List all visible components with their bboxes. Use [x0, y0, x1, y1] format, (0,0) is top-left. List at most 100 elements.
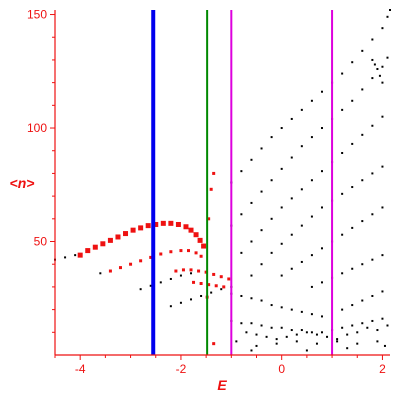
red-point — [169, 250, 173, 254]
red-point — [149, 255, 153, 259]
y-axis-label: <n> — [10, 175, 35, 191]
black-point — [280, 127, 283, 130]
black-point — [341, 192, 344, 195]
black-point — [245, 331, 248, 334]
black-point — [210, 291, 213, 294]
black-point — [235, 340, 238, 343]
black-point — [240, 322, 243, 325]
black-point — [336, 338, 339, 341]
black-point — [275, 338, 278, 341]
red-point — [227, 277, 231, 281]
red-point — [129, 262, 133, 266]
red-point — [85, 248, 91, 254]
black-point — [326, 335, 329, 338]
black-point — [351, 61, 354, 64]
black-point — [389, 9, 391, 11]
black-point — [310, 331, 313, 334]
black-point — [373, 63, 376, 66]
black-point — [280, 167, 283, 170]
black-point — [320, 281, 323, 284]
x-tick-label: -4 — [75, 362, 86, 376]
black-point — [190, 298, 193, 301]
black-point — [371, 213, 374, 216]
red-point — [192, 280, 196, 284]
red-point — [212, 272, 216, 276]
black-point — [290, 233, 293, 236]
black-point — [139, 288, 142, 291]
black-point — [300, 145, 303, 148]
black-point — [240, 213, 243, 216]
black-point — [169, 277, 172, 280]
black-point — [159, 281, 162, 284]
black-point — [341, 326, 344, 329]
black-point — [270, 136, 273, 139]
black-point — [295, 340, 298, 343]
black-point — [386, 56, 389, 59]
black-point — [295, 333, 298, 336]
black-point — [371, 38, 374, 41]
black-point — [255, 333, 258, 336]
red-point — [219, 275, 223, 279]
black-point — [250, 349, 253, 352]
red-point — [194, 251, 198, 255]
red-point — [199, 282, 203, 286]
red-point — [209, 187, 213, 191]
black-point — [250, 201, 253, 204]
black-point — [346, 347, 349, 350]
black-point — [240, 294, 243, 297]
red-point — [77, 252, 83, 258]
black-point — [240, 251, 243, 254]
black-point — [371, 294, 374, 297]
red-point — [159, 252, 163, 256]
black-point — [220, 288, 223, 291]
black-point — [361, 220, 364, 223]
black-point — [361, 133, 364, 136]
red-point — [201, 243, 207, 249]
red-point — [186, 249, 190, 253]
black-point — [179, 301, 182, 304]
black-point — [376, 68, 379, 71]
black-point — [64, 256, 67, 259]
black-point — [300, 108, 303, 111]
red-point — [197, 237, 203, 243]
black-point — [99, 272, 102, 275]
black-point — [270, 304, 273, 307]
black-point — [250, 274, 253, 277]
black-point — [381, 65, 384, 68]
black-point — [371, 258, 374, 261]
black-point — [356, 342, 359, 345]
red-point — [222, 285, 226, 289]
x-tick-label: 2 — [379, 362, 386, 376]
black-point — [320, 90, 323, 93]
black-point — [290, 308, 293, 311]
black-point — [381, 317, 384, 320]
red-point — [130, 227, 136, 233]
black-point — [300, 310, 303, 313]
black-point — [270, 179, 273, 182]
black-point — [371, 77, 374, 80]
black-point — [270, 217, 273, 220]
red-point — [92, 244, 98, 250]
black-point — [361, 322, 364, 325]
black-point — [270, 251, 273, 254]
y-tick-label: 50 — [34, 235, 48, 249]
red-point — [189, 268, 193, 272]
red-point — [193, 232, 199, 238]
black-point — [371, 172, 374, 175]
red-point — [212, 171, 216, 175]
black-point — [300, 188, 303, 191]
black-point — [341, 272, 344, 275]
black-point — [300, 260, 303, 263]
red-point — [107, 237, 113, 243]
black-point — [351, 186, 354, 189]
black-point — [386, 324, 389, 327]
black-point — [310, 179, 313, 182]
black-point — [376, 329, 379, 332]
black-point — [315, 342, 318, 345]
black-point — [320, 206, 323, 209]
black-point — [300, 329, 303, 332]
x-axis-label: E — [217, 377, 227, 393]
black-point — [250, 322, 253, 325]
black-point — [351, 267, 354, 270]
